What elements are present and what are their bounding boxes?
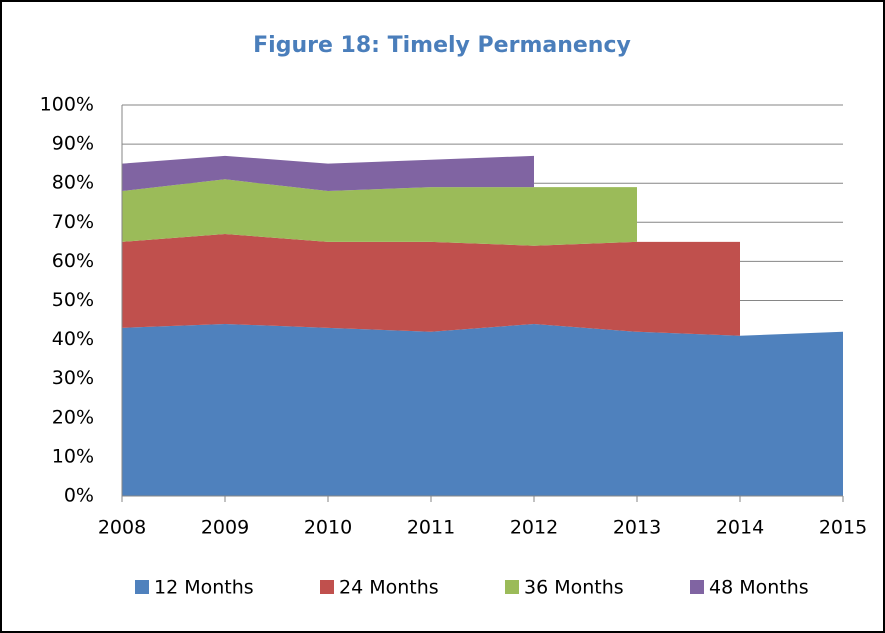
x-tick-label: 2008 xyxy=(98,517,146,539)
x-tick-label: 2012 xyxy=(510,517,558,539)
y-tick-label: 0% xyxy=(64,485,94,507)
y-tick-label: 20% xyxy=(52,406,94,428)
legend-swatch xyxy=(135,580,149,594)
area xyxy=(122,155,534,192)
x-tick-label: 2009 xyxy=(201,517,249,539)
legend-label: 36 Months xyxy=(524,577,624,599)
area xyxy=(122,323,843,496)
y-tick-label: 100% xyxy=(40,94,94,116)
x-tick-label: 2010 xyxy=(304,517,352,539)
y-tick-label: 60% xyxy=(52,250,94,272)
legend-label: 24 Months xyxy=(339,577,439,599)
y-tick-label: 40% xyxy=(52,328,94,350)
x-tick-label: 2014 xyxy=(716,517,764,539)
x-tick-label: 2011 xyxy=(407,517,455,539)
y-tick-label: 90% xyxy=(52,133,94,155)
legend-label: 48 Months xyxy=(709,577,809,599)
y-tick-label: 80% xyxy=(52,172,94,194)
legend-swatch xyxy=(505,580,519,594)
legend-swatch xyxy=(690,580,704,594)
y-tick-label: 70% xyxy=(52,211,94,233)
x-tick-label: 2013 xyxy=(613,517,661,539)
chart-title: Figure 18: Timely Permanency xyxy=(253,33,631,58)
y-tick-label: 10% xyxy=(52,445,94,467)
y-tick-label: 50% xyxy=(52,289,94,311)
legend-label: 12 Months xyxy=(154,577,254,599)
area xyxy=(122,234,740,336)
y-tick-label: 30% xyxy=(52,367,94,389)
legend-swatch xyxy=(320,580,334,594)
area xyxy=(122,179,637,246)
x-tick-label: 2015 xyxy=(819,517,867,539)
